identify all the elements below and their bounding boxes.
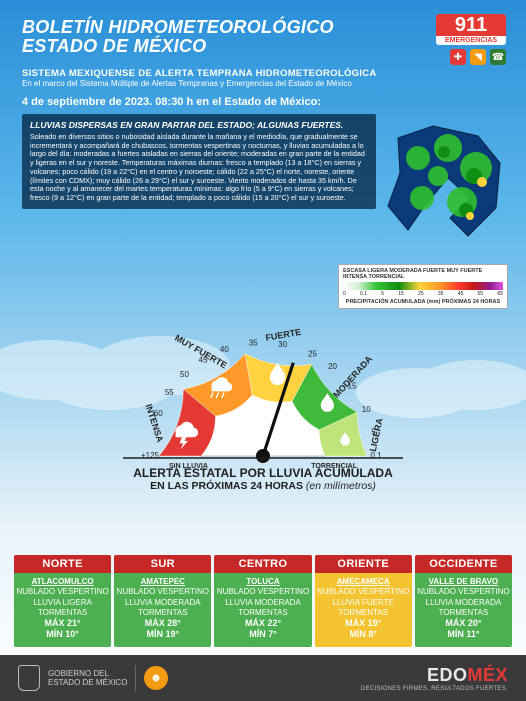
region-body: AMATEPEC NUBLADO VESPERTINO LLUVIA MODER… — [114, 573, 211, 647]
region-cond2: LLUVIA FUERTE — [317, 598, 410, 608]
regions-row: NORTE ATLACOMULCO NUBLADO VESPERTINO LLU… — [14, 555, 512, 647]
region-body: AMECAMECA NUBLADO VESPERTINO LLUVIA FUER… — [315, 573, 412, 647]
region-cond2: LLUVIA MODERADA — [116, 598, 209, 608]
region-min: MÍN 11° — [417, 629, 510, 641]
region-cond2: LLUVIA LIGERA — [16, 598, 109, 608]
region-cond3: TORMENTAS — [317, 608, 410, 618]
rain-gauge: 0.151015202530354045505560+125LIGERAMODE… — [103, 296, 423, 468]
footer-right: EDOMÉX DECISIONES FIRMES, RESULTADOS FUE… — [361, 665, 508, 692]
region-cond1: NUBLADO VESPERTINO — [417, 587, 510, 597]
region-city: AMECAMECA — [317, 577, 410, 587]
region-max: MÁX 22° — [216, 618, 309, 630]
summary-box: LLUVIAS DISPERSAS EN GRAN PARTAR DEL EST… — [22, 114, 376, 209]
footer: GOBIERNO DEL ESTADO DE MÉXICO EDOMÉX DEC… — [0, 655, 526, 701]
medical-icon: ✚ — [450, 49, 466, 65]
title-line1: BOLETÍN HIDROMETEOROLÓGICO — [22, 17, 334, 37]
bulletin-page: BOLETÍN HIDROMETEOROLÓGICO ESTADO DE MÉX… — [0, 0, 526, 701]
footer-gov-text: GOBIERNO DEL ESTADO DE MÉXICO — [48, 669, 127, 687]
region-body: VALLE DE BRAVO NUBLADO VESPERTINO LLUVIA… — [415, 573, 512, 647]
region-zone: NORTE — [14, 555, 111, 573]
civil-protection-logo-icon — [144, 666, 168, 690]
subheader-line1: SISTEMA MEXIQUENSE DE ALERTA TEMPRANA HI… — [22, 68, 504, 79]
svg-text:MODERADA: MODERADA — [331, 353, 374, 399]
footer-divider — [135, 665, 136, 691]
region-cond3: TORMENTAS — [417, 608, 510, 618]
assist-icon: ☎ — [490, 49, 506, 65]
badge-911-label: EMERGENCIAS — [436, 36, 506, 45]
precip-legend-labels: ESCASA LIGERA MODERADA FUERTE MUY FUERTE… — [343, 268, 503, 280]
region-min: MÍN 10° — [16, 629, 109, 641]
region-cond3: TORMENTAS — [16, 608, 109, 618]
svg-text:25: 25 — [308, 350, 317, 359]
svg-text:SIN LLUVIA: SIN LLUVIA — [169, 463, 208, 470]
region-cond2: LLUVIA MODERADA — [417, 598, 510, 608]
region-zone: CENTRO — [214, 555, 311, 573]
summary-headline: LLUVIAS DISPERSAS EN GRAN PARTAR DEL EST… — [30, 120, 368, 130]
alert-title: ALERTA ESTATAL POR LLUVIA ACUMULADA — [73, 466, 453, 480]
region-zone: OCCIDENTE — [415, 555, 512, 573]
edomex-logo: EDOMÉX — [427, 665, 508, 685]
edomex-pre: EDO — [427, 665, 468, 685]
gauge-section: 0.151015202530354045505560+125LIGERAMODE… — [73, 296, 453, 492]
region-card: NORTE ATLACOMULCO NUBLADO VESPERTINO LLU… — [14, 555, 111, 647]
region-max: MÁX 19° — [317, 618, 410, 630]
region-cond1: NUBLADO VESPERTINO — [16, 587, 109, 597]
region-city: ATLACOMULCO — [16, 577, 109, 587]
region-body: ATLACOMULCO NUBLADO VESPERTINO LLUVIA LI… — [14, 573, 111, 647]
region-card: CENTRO TOLUCA NUBLADO VESPERTINO LLUVIA … — [214, 555, 311, 647]
region-max: MÁX 28° — [116, 618, 209, 630]
edomex-accent: MÉX — [467, 665, 508, 685]
region-city: VALLE DE BRAVO — [417, 577, 510, 587]
region-card: SUR AMATEPEC NUBLADO VESPERTINO LLUVIA M… — [114, 555, 211, 647]
region-max: MÁX 21° — [16, 618, 109, 630]
svg-text:20: 20 — [328, 362, 337, 371]
state-shield-icon — [18, 665, 40, 691]
region-cond3: TORMENTAS — [216, 608, 309, 618]
svg-text:10: 10 — [362, 405, 371, 414]
svg-text:+125: +125 — [141, 451, 160, 460]
region-cond1: NUBLADO VESPERTINO — [317, 587, 410, 597]
region-min: MÍN 8° — [317, 629, 410, 641]
region-city: TOLUCA — [216, 577, 309, 587]
page-title: BOLETÍN HIDROMETEOROLÓGICO ESTADO DE MÉX… — [22, 18, 506, 56]
alert-subtitle-main: EN LAS PRÓXIMAS 24 HORAS — [150, 480, 303, 492]
header: BOLETÍN HIDROMETEOROLÓGICO ESTADO DE MÉX… — [0, 0, 526, 62]
footer-tagline: DECISIONES FIRMES, RESULTADOS FUERTES. — [361, 686, 508, 692]
svg-text:50: 50 — [180, 370, 189, 379]
svg-text:30: 30 — [278, 340, 287, 349]
alert-subtitle-paren: (en milímetros) — [306, 480, 376, 492]
precip-legend-bar — [343, 282, 503, 290]
region-cond1: NUBLADO VESPERTINO — [116, 587, 209, 597]
svg-text:40: 40 — [220, 345, 229, 354]
region-body: TOLUCA NUBLADO VESPERTINO LLUVIA MODERAD… — [214, 573, 311, 647]
svg-text:55: 55 — [165, 388, 174, 397]
datetime-line: 4 de septiembre de 2023. 08:30 h en el E… — [0, 90, 526, 112]
region-min: MÍN 7° — [216, 629, 309, 641]
region-cond2: LLUVIA MODERADA — [216, 598, 309, 608]
region-zone: ORIENTE — [315, 555, 412, 573]
region-min: MÍN 19° — [116, 629, 209, 641]
svg-text:LIGERA: LIGERA — [368, 417, 385, 453]
title-line2: ESTADO DE MÉXICO — [22, 36, 206, 56]
region-city: AMATEPEC — [116, 577, 209, 587]
svg-text:TORRENCIAL: TORRENCIAL — [311, 463, 357, 470]
subheader: SISTEMA MEXIQUENSE DE ALERTA TEMPRANA HI… — [0, 62, 526, 90]
alert-subtitle: EN LAS PRÓXIMAS 24 HORAS (en milímetros) — [73, 480, 453, 492]
region-card: ORIENTE AMECAMECA NUBLADO VESPERTINO LLU… — [315, 555, 412, 647]
region-cond1: NUBLADO VESPERTINO — [216, 587, 309, 597]
region-max: MÁX 20° — [417, 618, 510, 630]
svg-text:35: 35 — [249, 339, 258, 348]
footer-left: GOBIERNO DEL ESTADO DE MÉXICO — [18, 665, 168, 691]
subheader-line2: En el marco del Sistema Múltiple de Aler… — [22, 79, 504, 88]
emergency-badge: 911 EMERGENCIAS ✚ ◥ ☎ — [436, 14, 506, 65]
civil-protection-icon: ◥ — [470, 49, 486, 65]
state-precip-map — [378, 118, 508, 258]
summary-body: Soleado en diversos sitios o nubosidad a… — [30, 133, 368, 203]
badge-911-number: 911 — [436, 14, 506, 36]
emergency-icons: ✚ ◥ ☎ — [436, 49, 506, 65]
region-zone: SUR — [114, 555, 211, 573]
region-cond3: TORMENTAS — [116, 608, 209, 618]
region-card: OCCIDENTE VALLE DE BRAVO NUBLADO VESPERT… — [415, 555, 512, 647]
